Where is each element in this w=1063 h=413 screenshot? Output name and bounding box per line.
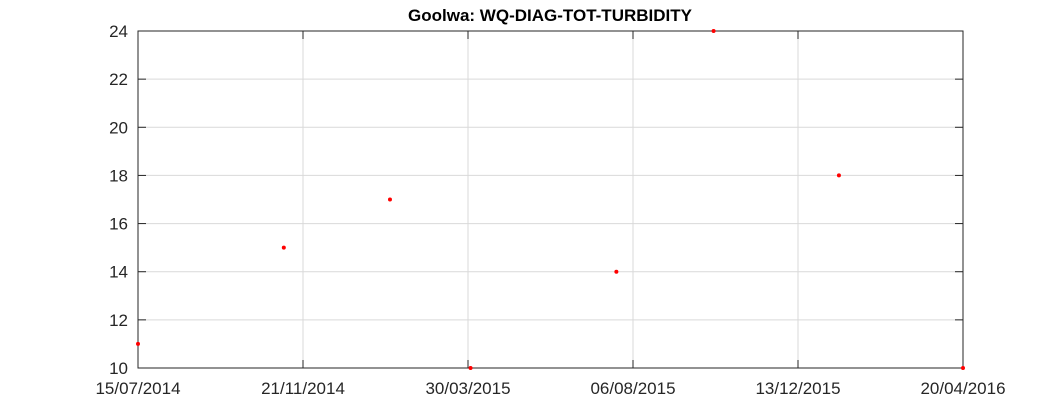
axis-ticks [137,30,964,369]
y-tick-label: 14 [109,263,128,282]
chart-title: Goolwa: WQ-DIAG-TOT-TURBIDITY [408,6,693,25]
y-tick-label: 10 [109,359,128,378]
data-point [468,366,473,370]
x-tick-label: 15/07/2014 [95,379,180,398]
y-tick-label: 12 [109,311,128,330]
y-tick-label: 20 [109,118,128,137]
data-point [387,197,392,202]
x-tick-label: 21/11/2014 [261,379,345,398]
data-point [961,366,965,370]
plot-area-frame [137,30,964,369]
y-tick-label: 18 [109,166,128,185]
data-point [136,341,140,346]
y-tick-label: 16 [109,215,128,234]
x-tick-labels: 15/07/2014 21/11/2014 30/03/2015 06/08/2015… [95,379,1005,398]
y-tick-label: 24 [109,22,128,41]
data-points [136,29,965,370]
data-point [836,173,841,178]
x-tick-label: 30/03/2015 [425,379,510,398]
x-tick-label: 13/12/2015 [755,379,840,398]
data-point [711,29,716,33]
x-tick-label: 06/08/2015 [590,379,675,398]
y-tick-labels: 10 12 14 16 18 20 22 24 [109,22,128,378]
data-point [281,245,286,250]
grid-lines [138,31,963,368]
data-point [614,269,619,274]
y-tick-label: 22 [109,70,128,89]
x-tick-label: 20/04/2016 [920,379,1005,398]
